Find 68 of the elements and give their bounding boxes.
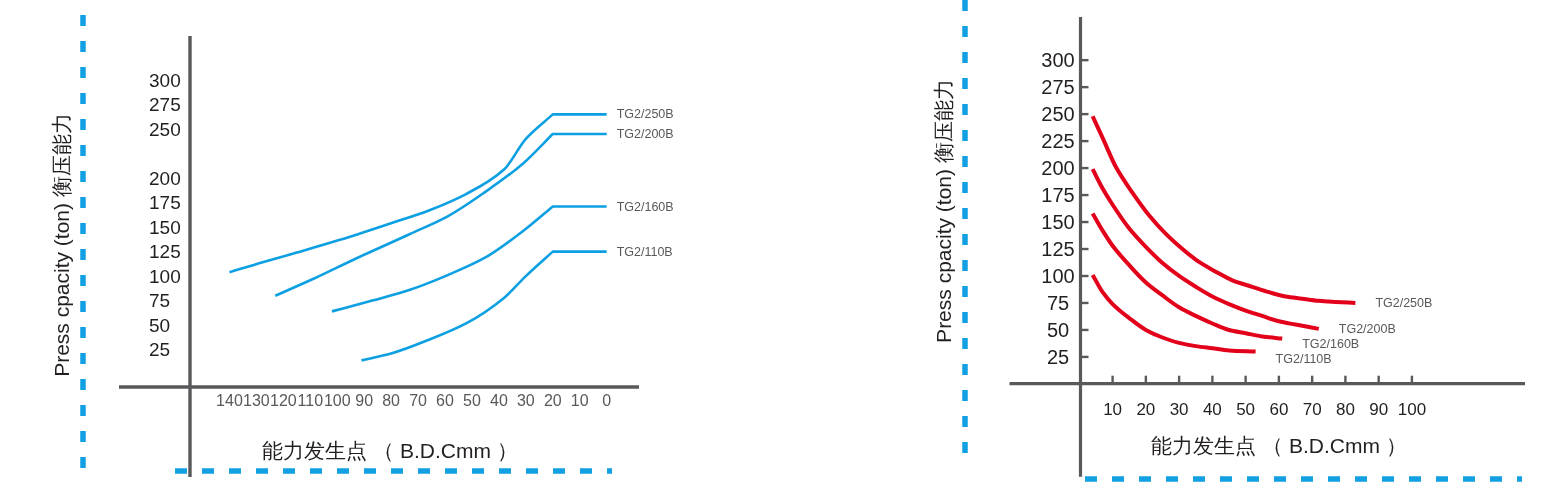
series-label: TG2/110B (1275, 351, 1332, 366)
x-tick-label: 60 (436, 391, 455, 409)
series-label: TG2/250B (616, 107, 674, 122)
y-tick-label: 200 (1041, 157, 1075, 180)
y-tick-label: 275 (1041, 76, 1075, 99)
series-label: TG2/250B (1375, 295, 1433, 310)
x-tick-label: 90 (355, 391, 374, 409)
line-series (1090, 211, 1285, 341)
x-tick-label: 90 (1369, 399, 1389, 419)
y-tick-label: 75 (1046, 291, 1070, 314)
x-tick-label: 80 (382, 391, 401, 409)
x-tick-label: 50 (1236, 399, 1256, 419)
x-tick-label: 20 (1136, 399, 1156, 419)
y-tick-label: 50 (1046, 318, 1070, 341)
line-series (273, 132, 608, 297)
y-tick-label: 250 (149, 118, 181, 140)
series-label: TG2/110B (616, 244, 673, 259)
x-tick-label: 100 (323, 391, 351, 409)
y-tick-label: 25 (149, 339, 171, 361)
y-tick-label: 275 (149, 94, 181, 116)
y-tick-label: 125 (1041, 238, 1075, 261)
x-tick-label: 80 (1335, 399, 1355, 419)
line-series (360, 250, 608, 362)
x-tick-label: 40 (1202, 399, 1222, 419)
x-axis-title: 能力发生点 （ B.D.Cmm ） (1151, 433, 1407, 457)
y-tick-label: 125 (149, 241, 181, 263)
x-tick-label: 60 (1269, 399, 1289, 419)
y-tick-label: 300 (149, 69, 181, 91)
y-tick-label: 250 (1041, 103, 1075, 126)
y-axis-title: Press cpacity (ton) 衡压能力 (931, 79, 955, 343)
line-series (1090, 114, 1358, 305)
x-tick-label: 40 (490, 391, 508, 409)
line-series (330, 205, 608, 313)
x-tick-label: 0 (602, 391, 612, 409)
series-label: TG2/200B (616, 127, 674, 141)
y-tick-label: 100 (1041, 264, 1075, 287)
y-tick-label: 150 (1041, 211, 1075, 234)
x-tick-label: 140 (216, 391, 243, 409)
line-series (1090, 167, 1321, 331)
y-tick-label: 225 (1041, 130, 1075, 153)
x-tick-label: 100 (1397, 399, 1427, 419)
x-tick-label: 20 (543, 391, 562, 409)
line-series (228, 113, 608, 274)
y-tick-label: 175 (1041, 184, 1075, 207)
x-tick-label: 30 (1169, 399, 1189, 419)
series-label: TG2/160B (1302, 336, 1360, 351)
y-tick-label: 200 (149, 167, 181, 189)
x-axis-title: 能力发生点 （ B.D.Cmm ） (262, 438, 518, 462)
series-label: TG2/200B (1338, 321, 1396, 336)
y-tick-label: 50 (149, 314, 171, 336)
y-axis-title: Press cpacity (ton) 衡压能力 (49, 113, 73, 377)
x-tick-label: 120 (270, 391, 297, 409)
x-tick-label: 130 (243, 391, 270, 409)
y-tick-label: 25 (1046, 345, 1070, 368)
x-tick-label: 10 (1103, 399, 1123, 419)
y-tick-label: 300 (1041, 49, 1075, 72)
x-tick-label: 30 (516, 391, 535, 409)
x-tick-label: 110 (297, 391, 324, 409)
y-tick-label: 150 (149, 216, 181, 238)
x-tick-label: 70 (1302, 399, 1322, 419)
y-tick-label: 75 (149, 290, 171, 312)
y-tick-label: 100 (149, 265, 181, 287)
x-tick-label: 50 (463, 391, 481, 409)
x-tick-label: 70 (409, 391, 428, 409)
series-label: TG2/160B (616, 199, 674, 214)
line-series (1090, 272, 1258, 354)
x-tick-label: 10 (570, 391, 589, 409)
y-tick-label: 175 (149, 192, 181, 214)
